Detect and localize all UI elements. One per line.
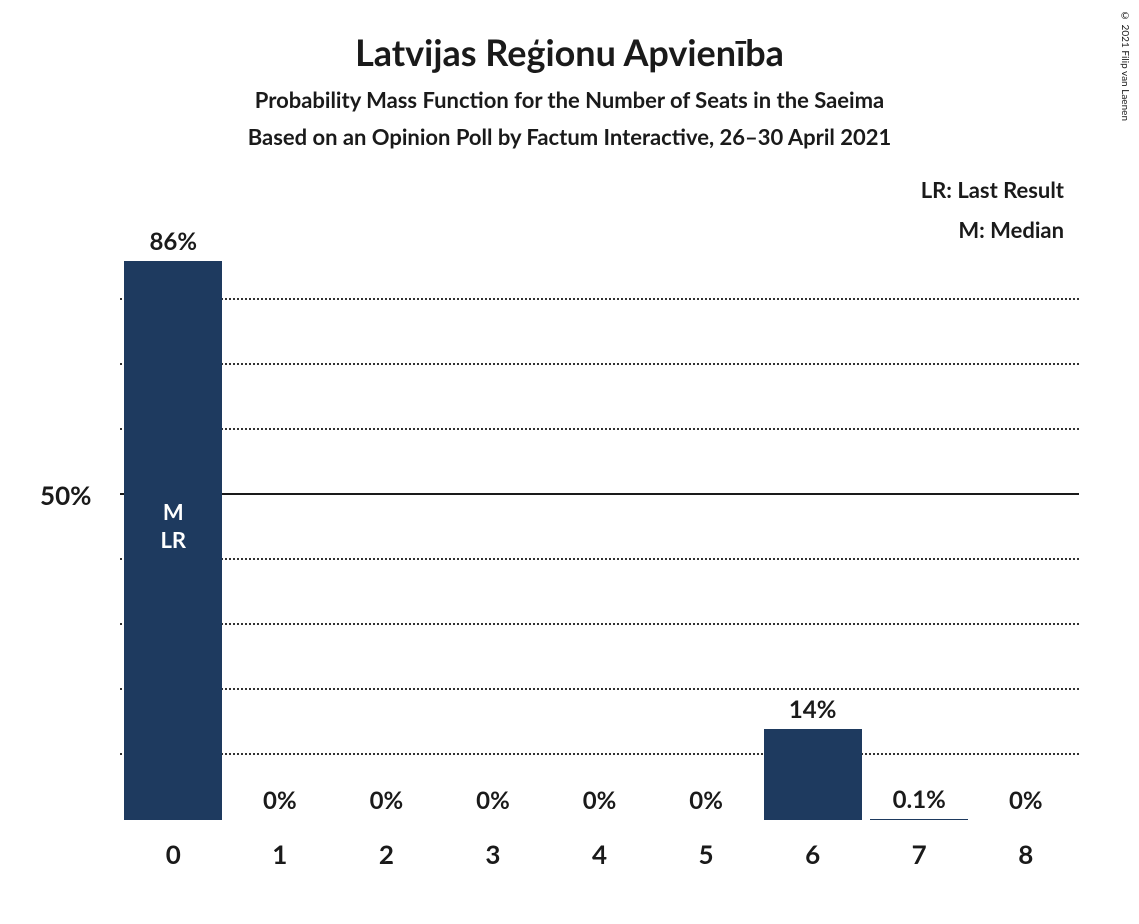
bar-value-label: 86% xyxy=(124,227,222,256)
gridline xyxy=(120,623,1079,625)
bars-container: 86%MLR0%0%0%0%0%14%0.1%0% xyxy=(120,170,1079,820)
x-axis-label: 3 xyxy=(440,838,547,870)
bar-value-label: 0.1% xyxy=(870,785,968,814)
chart-subtitle-1: Probability Mass Function for the Number… xyxy=(50,86,1089,113)
x-axis-label: 5 xyxy=(653,838,760,870)
legend-lr-key: LR xyxy=(921,176,947,203)
bar-group: 86% MLR xyxy=(120,170,227,820)
x-axis-label: 8 xyxy=(973,838,1080,870)
x-axis-label: 4 xyxy=(546,838,653,870)
copyright-text: © 2021 Filip van Laenen xyxy=(1119,10,1131,121)
bar-annotation: MLR xyxy=(124,498,222,555)
gridline xyxy=(120,688,1079,690)
bar: 0.1% xyxy=(870,819,968,820)
x-axis-label: 2 xyxy=(333,838,440,870)
legend-lr: LR: Last Result xyxy=(921,170,1064,210)
x-axis-label: 0 xyxy=(120,838,227,870)
bar-value-label: 0% xyxy=(657,786,755,815)
gridline xyxy=(120,298,1079,300)
bar-value-label: 0% xyxy=(231,786,329,815)
bar-value-label: 14% xyxy=(764,695,862,724)
bar-value-label: 0% xyxy=(977,786,1075,815)
x-axis-label: 6 xyxy=(759,838,866,870)
bar-group: 0% xyxy=(973,170,1080,820)
x-axis-label: 1 xyxy=(227,838,334,870)
bar: 86%MLR xyxy=(124,261,222,820)
chart-subtitle-2: Based on an Opinion Poll by Factum Inter… xyxy=(50,123,1089,150)
chart-legend: LR: Last Result M: Median xyxy=(921,170,1064,249)
bar-group: 0% xyxy=(440,170,547,820)
chart-container: © 2021 Filip van Laenen Latvijas Reģionu… xyxy=(0,0,1139,924)
x-axis: 012345678 xyxy=(120,838,1079,870)
chart-title: Latvijas Reģionu Apvienība xyxy=(50,30,1089,74)
bar-value-label: 0% xyxy=(551,786,649,815)
bar-group: 14% xyxy=(759,170,866,820)
bar-group: 0% xyxy=(333,170,440,820)
bar-value-label: 0% xyxy=(444,786,542,815)
bar-value-label: 0% xyxy=(337,786,435,815)
x-axis-label: 7 xyxy=(866,838,973,870)
legend-m-value: Median xyxy=(990,216,1064,243)
plot-area: 50% LR: Last Result M: Median 86%MLR0%0%… xyxy=(120,170,1079,820)
gridline xyxy=(120,753,1079,755)
legend-m: M: Median xyxy=(921,210,1064,250)
gridline xyxy=(120,558,1079,560)
bar-group: 0% xyxy=(546,170,653,820)
bar-group: 0% xyxy=(653,170,760,820)
gridline-50 xyxy=(120,493,1079,495)
gridline xyxy=(120,428,1079,430)
bar-group: 0.1% xyxy=(866,170,973,820)
legend-m-key: M xyxy=(958,216,979,243)
y-axis-label: 50% xyxy=(40,479,91,511)
legend-lr-value: Last Result xyxy=(957,176,1064,203)
bar: 14% xyxy=(764,729,862,820)
bar-group: 0% xyxy=(227,170,334,820)
gridline xyxy=(120,363,1079,365)
